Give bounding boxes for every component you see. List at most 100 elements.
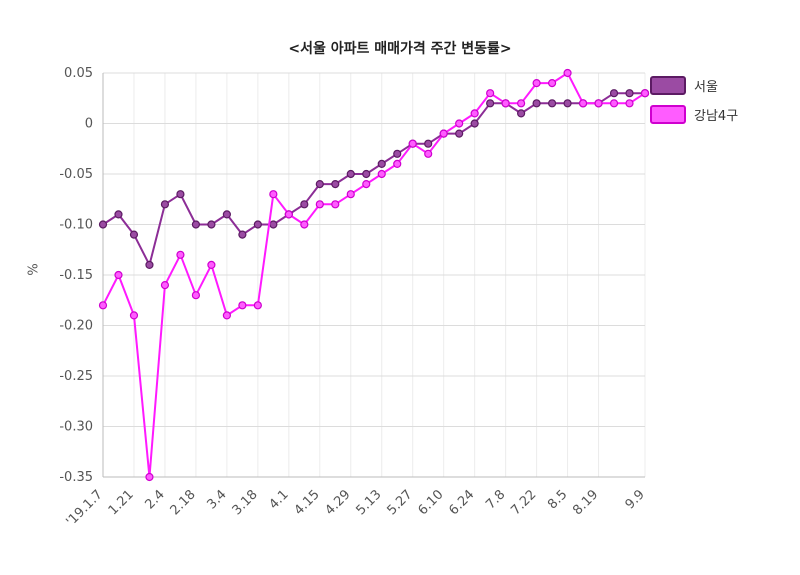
x-axis-tick-label: 6.24 bbox=[446, 487, 477, 518]
data-point bbox=[547, 99, 557, 108]
data-point bbox=[578, 99, 588, 108]
data-point bbox=[114, 210, 123, 219]
data-point bbox=[625, 99, 634, 108]
data-point bbox=[331, 200, 340, 209]
x-axis-tick-label: 6.10 bbox=[415, 487, 446, 518]
data-point bbox=[207, 260, 216, 269]
data-point bbox=[331, 180, 340, 189]
data-point bbox=[300, 220, 309, 229]
x-axis-tick-label: 3.4 bbox=[204, 487, 229, 512]
data-point bbox=[609, 99, 619, 108]
y-axis-tick-label: -0.20 bbox=[59, 319, 93, 334]
data-point bbox=[176, 190, 185, 199]
x-axis-tick-label: 7.22 bbox=[508, 487, 539, 518]
data-point bbox=[191, 291, 201, 300]
y-axis-tick-label: -0.10 bbox=[59, 218, 93, 233]
legend-swatch-seoul bbox=[650, 76, 686, 95]
data-point bbox=[532, 99, 541, 108]
x-axis-tick-label: 7.8 bbox=[483, 487, 508, 512]
x-axis-tick-label: 8.19 bbox=[570, 487, 601, 518]
data-point bbox=[238, 301, 247, 310]
data-point bbox=[640, 89, 650, 98]
data-point bbox=[393, 159, 402, 168]
data-point bbox=[269, 220, 278, 229]
data-point bbox=[377, 159, 386, 168]
x-axis-tick-label: 8.5 bbox=[545, 487, 570, 512]
data-point bbox=[269, 190, 278, 199]
legend: 서울 강남4구 bbox=[650, 76, 738, 124]
data-point bbox=[222, 210, 231, 219]
data-point bbox=[238, 230, 247, 239]
data-point bbox=[408, 139, 417, 148]
data-point bbox=[284, 210, 293, 219]
x-axis-tick-label: 5.27 bbox=[384, 487, 415, 518]
data-point bbox=[145, 260, 154, 269]
data-point bbox=[455, 119, 464, 128]
data-point bbox=[501, 99, 510, 108]
x-axis-tick-label: 5.13 bbox=[353, 487, 384, 518]
y-axis-tick-label: -0.35 bbox=[59, 470, 93, 485]
data-point bbox=[563, 68, 572, 78]
data-point bbox=[486, 89, 495, 98]
data-point bbox=[160, 200, 170, 209]
y-axis-tick-label: -0.15 bbox=[59, 268, 93, 283]
data-point bbox=[145, 472, 154, 482]
y-axis-tick-label: -0.05 bbox=[59, 167, 93, 182]
data-point bbox=[315, 200, 324, 209]
data-point bbox=[253, 301, 262, 310]
legend-label-seoul: 서울 bbox=[694, 80, 718, 95]
x-axis-tick-label: 4.15 bbox=[292, 487, 323, 518]
data-point bbox=[191, 220, 201, 229]
data-point bbox=[470, 119, 479, 128]
data-point bbox=[455, 129, 464, 138]
x-axis-tick-label: 4.29 bbox=[323, 487, 354, 518]
data-point bbox=[377, 169, 386, 179]
data-point bbox=[346, 169, 355, 179]
chart-title: <서울 아파트 매매가격 주간 변동률> bbox=[288, 41, 512, 57]
data-point bbox=[486, 99, 495, 108]
x-axis-tick-label: 3.18 bbox=[230, 487, 261, 518]
data-point bbox=[98, 220, 108, 229]
data-point bbox=[424, 149, 433, 158]
x-axis-tick-label: '19.1.7 bbox=[63, 487, 105, 529]
data-point bbox=[547, 78, 557, 88]
x-axis-tick-label: 9.9 bbox=[623, 487, 648, 512]
data-point bbox=[532, 78, 541, 88]
data-point bbox=[129, 311, 139, 320]
y-axis-tick-label: 0.05 bbox=[64, 66, 93, 81]
legend-swatch-gangnam4 bbox=[650, 105, 686, 124]
data-point bbox=[160, 281, 170, 290]
data-point bbox=[222, 311, 231, 320]
x-axis-tick-label: 2.18 bbox=[168, 487, 199, 518]
y-axis-tick-label: -0.25 bbox=[59, 369, 93, 384]
x-axis-tick-label: 1.21 bbox=[106, 487, 137, 518]
y-axis-tick-label: 0 bbox=[85, 117, 93, 132]
data-point bbox=[98, 301, 108, 310]
legend-item-seoul: 서울 bbox=[650, 76, 738, 95]
data-point bbox=[253, 220, 262, 229]
data-point bbox=[346, 190, 355, 199]
data-point bbox=[300, 200, 309, 209]
data-point bbox=[129, 230, 139, 239]
legend-label-gangnam4: 강남4구 bbox=[694, 109, 739, 124]
data-point bbox=[439, 129, 448, 138]
data-point bbox=[315, 180, 324, 189]
data-point bbox=[114, 270, 123, 280]
y-axis-tick-label: -0.30 bbox=[59, 420, 93, 435]
data-point bbox=[609, 89, 619, 98]
data-point bbox=[176, 250, 185, 259]
data-point bbox=[207, 220, 216, 229]
x-axis-tick-label: 4.1 bbox=[266, 487, 291, 512]
x-axis-tick-label: 2.4 bbox=[143, 487, 168, 512]
data-point bbox=[625, 89, 634, 98]
data-point bbox=[424, 139, 433, 148]
data-point bbox=[362, 180, 371, 189]
data-point bbox=[393, 149, 402, 158]
data-point bbox=[563, 99, 572, 108]
data-point bbox=[362, 169, 371, 179]
data-point bbox=[594, 99, 603, 108]
data-point bbox=[470, 109, 479, 118]
data-point bbox=[517, 99, 526, 108]
